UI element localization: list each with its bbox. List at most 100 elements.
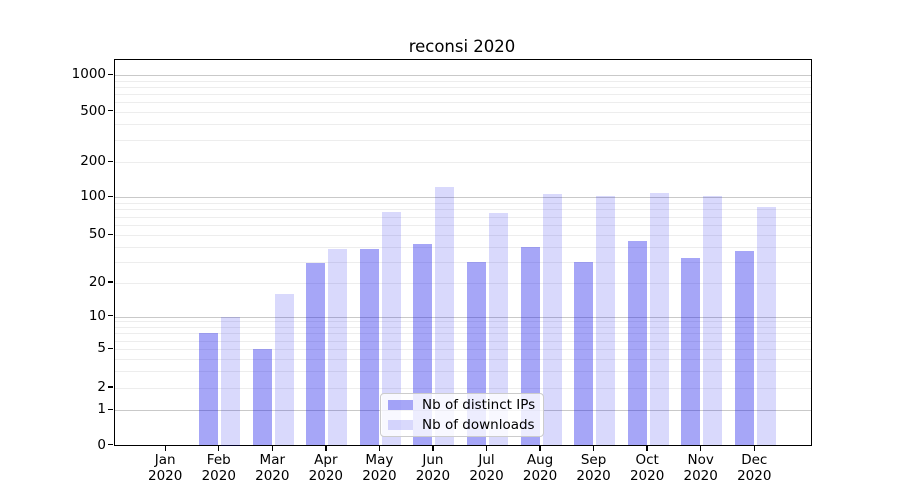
legend-row: Nb of distinct IPs bbox=[388, 397, 543, 414]
legend: Nb of distinct IPs Nb of downloads bbox=[380, 393, 544, 437]
x-tick-label-sep: Sep 2020 bbox=[559, 452, 629, 484]
x-tick-year: 2020 bbox=[148, 468, 183, 484]
x-tick-year: 2020 bbox=[737, 468, 772, 484]
y-tick-mark bbox=[108, 110, 113, 112]
x-tick-month: Apr bbox=[314, 452, 338, 468]
major-gridline bbox=[115, 197, 811, 198]
y-tick-label: 5 bbox=[97, 340, 106, 357]
x-tick-mark bbox=[432, 445, 434, 451]
plot-area bbox=[114, 59, 812, 446]
legend-swatch-distinct-ips bbox=[388, 400, 413, 410]
minor-gridline bbox=[115, 123, 811, 125]
minor-gridline bbox=[115, 370, 811, 372]
legend-label-distinct-ips: Nb of distinct IPs bbox=[422, 396, 536, 413]
minor-gridline bbox=[115, 225, 811, 227]
x-tick-mark bbox=[218, 445, 220, 451]
minor-gridline bbox=[115, 202, 811, 204]
minor-gridline bbox=[115, 86, 811, 88]
bar-downloads-dec bbox=[756, 207, 776, 446]
y-tick-mark bbox=[108, 386, 113, 388]
legend-swatch-downloads bbox=[388, 420, 413, 430]
y-tick-label: 1 bbox=[97, 401, 106, 417]
bar-distinct-ips-nov bbox=[681, 258, 701, 446]
bar-distinct-ips-sep bbox=[574, 261, 594, 446]
bar-downloads-oct bbox=[649, 192, 669, 446]
minor-gridline bbox=[115, 93, 811, 95]
x-tick-month: Nov bbox=[687, 452, 714, 468]
bar-distinct-ips-dec bbox=[734, 250, 754, 446]
x-tick-mark bbox=[271, 445, 273, 451]
x-tick-month: Feb bbox=[206, 452, 231, 468]
y-tick-label: 20 bbox=[88, 273, 106, 290]
x-tick-month: Dec bbox=[741, 452, 768, 468]
y-tick-mark bbox=[108, 195, 113, 197]
bar-downloads-jun bbox=[435, 186, 455, 446]
minor-gridline bbox=[115, 340, 811, 342]
x-tick-month: Jun bbox=[422, 452, 444, 468]
x-tick-year: 2020 bbox=[308, 468, 344, 484]
x-tick-label-nov: Nov 2020 bbox=[666, 452, 736, 484]
x-tick-label-oct: Oct 2020 bbox=[612, 452, 682, 484]
x-tick-month: May bbox=[365, 452, 394, 468]
y-tick-label: 100 bbox=[80, 188, 106, 204]
minor-gridline bbox=[115, 80, 811, 82]
y-tick-label: 200 bbox=[80, 153, 106, 169]
x-tick-year: 2020 bbox=[629, 468, 665, 484]
x-tick-mark bbox=[646, 445, 648, 451]
minor-gridline bbox=[115, 327, 811, 329]
x-tick-year: 2020 bbox=[469, 468, 504, 484]
bar-downloads-apr bbox=[328, 249, 348, 446]
minor-gridline bbox=[115, 246, 811, 248]
x-tick-label-mar: Mar 2020 bbox=[237, 452, 307, 484]
minor-gridline bbox=[115, 139, 811, 141]
bar-distinct-ips-oct bbox=[627, 240, 647, 446]
x-tick-label-jan: Jan 2020 bbox=[130, 452, 200, 484]
x-tick-month: Aug bbox=[526, 452, 554, 468]
minor-gridline bbox=[115, 111, 811, 113]
bar-downloads-aug bbox=[542, 194, 562, 446]
x-tick-mark bbox=[378, 445, 381, 451]
x-tick-label-apr: Apr 2020 bbox=[291, 452, 361, 484]
minor-gridline bbox=[115, 349, 811, 351]
y-tick-mark bbox=[108, 315, 113, 317]
bar-downloads-mar bbox=[274, 293, 294, 446]
minor-gridline bbox=[115, 261, 811, 263]
x-tick-label-jul: Jul 2020 bbox=[452, 452, 522, 484]
y-tick-mark bbox=[108, 444, 113, 446]
y-tick-mark bbox=[108, 408, 113, 410]
minor-gridline bbox=[115, 216, 811, 218]
y-tick-mark bbox=[108, 347, 113, 350]
bar-downloads-nov bbox=[703, 196, 723, 446]
major-gridline bbox=[115, 75, 811, 76]
chart-title: reconsi 2020 bbox=[408, 37, 516, 56]
x-tick-mark bbox=[164, 445, 166, 451]
y-tick-mark bbox=[108, 73, 113, 75]
x-tick-mark bbox=[485, 445, 488, 451]
minor-gridline bbox=[115, 282, 811, 284]
legend-row: Nb of downloads bbox=[388, 417, 543, 434]
minor-gridline bbox=[115, 333, 811, 335]
minor-gridline bbox=[115, 162, 811, 163]
x-tick-mark bbox=[753, 445, 755, 451]
x-tick-label-jun: Jun 2020 bbox=[398, 452, 468, 484]
x-tick-mark bbox=[539, 445, 541, 451]
x-tick-month: Mar bbox=[259, 452, 286, 468]
y-tick-mark bbox=[108, 233, 113, 236]
minor-gridline bbox=[115, 209, 811, 211]
y-tick-mark bbox=[108, 160, 113, 162]
x-tick-month: Jul bbox=[478, 452, 495, 468]
bar-distinct-ips-apr bbox=[306, 263, 326, 446]
minor-gridline bbox=[115, 358, 811, 360]
y-tick-label: 2 bbox=[97, 378, 106, 395]
minor-gridline bbox=[115, 387, 811, 389]
x-tick-year: 2020 bbox=[683, 468, 718, 484]
y-tick-label: 500 bbox=[80, 102, 106, 119]
x-tick-year: 2020 bbox=[415, 468, 451, 484]
bar-downloads-feb bbox=[221, 316, 241, 446]
bar-downloads-sep bbox=[596, 195, 616, 446]
bar-downloads-jul bbox=[489, 212, 508, 446]
x-tick-year: 2020 bbox=[522, 468, 558, 484]
y-tick-label: 0 bbox=[97, 436, 106, 453]
x-tick-label-aug: Aug 2020 bbox=[505, 452, 575, 484]
